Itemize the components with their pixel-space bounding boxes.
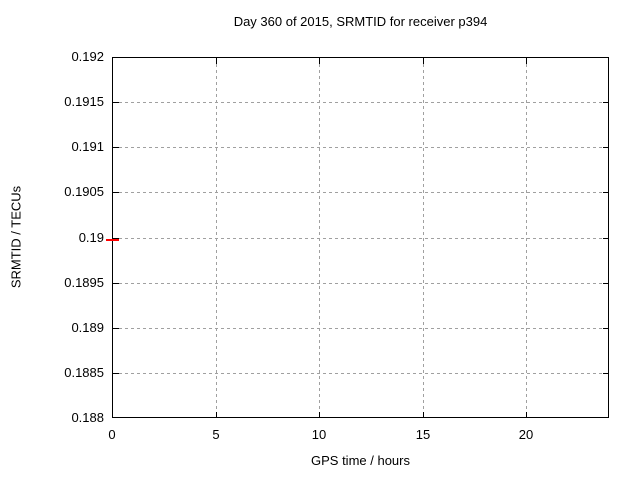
y-tick-left (113, 328, 119, 329)
y-tick-label: 0.1915 (64, 94, 104, 109)
x-grid-line (216, 58, 217, 417)
x-tick-label: 20 (518, 427, 534, 442)
y-tick-left (113, 373, 119, 374)
x-tick-top (319, 58, 320, 64)
x-tick-top (216, 58, 217, 64)
y-tick-right (603, 238, 609, 239)
y-tick-left (113, 192, 119, 193)
x-tick-top (423, 58, 424, 64)
x-tick-label: 10 (311, 427, 327, 442)
y-tick-left (113, 238, 119, 239)
y-tick-label: 0.1885 (64, 365, 104, 380)
y-tick-label: 0.1905 (64, 184, 104, 199)
x-tick-bottom (319, 412, 320, 418)
x-tick-label: 15 (415, 427, 431, 442)
y-tick-right (603, 283, 609, 284)
x-grid-line (423, 58, 424, 417)
x-tick-label: 5 (212, 427, 220, 442)
y-tick-label: 0.19 (78, 230, 104, 245)
y-grid-line (113, 283, 608, 284)
y-tick-right (603, 328, 609, 329)
y-tick-label: 0.191 (71, 139, 104, 154)
y-grid-line (113, 102, 608, 103)
y-tick-label: 0.188 (71, 410, 104, 425)
y-tick-left (113, 147, 119, 148)
x-tick-bottom (526, 412, 527, 418)
y-tick-right (603, 192, 609, 193)
y-grid-line (113, 238, 608, 239)
plot-area (112, 57, 609, 418)
y-grid-line (113, 328, 608, 329)
x-tick-label: 0 (108, 427, 116, 442)
x-tick-bottom (423, 412, 424, 418)
y-tick-right (603, 102, 609, 103)
x-grid-line (319, 58, 320, 417)
x-tick-top (526, 58, 527, 64)
y-tick-left (113, 102, 119, 103)
x-grid-line (526, 58, 527, 417)
chart-title: Day 360 of 2015, SRMTID for receiver p39… (233, 14, 488, 29)
y-tick-label: 0.1895 (64, 275, 104, 290)
y-grid-line (113, 192, 608, 193)
y-tick-label: 0.192 (71, 49, 104, 64)
data-point-marker (106, 239, 119, 241)
x-axis-label: GPS time / hours (311, 453, 410, 468)
y-tick-right (603, 147, 609, 148)
y-tick-right (603, 373, 609, 374)
x-tick-bottom (216, 412, 217, 418)
y-tick-left (113, 283, 119, 284)
y-grid-line (113, 147, 608, 148)
y-tick-label: 0.189 (71, 320, 104, 335)
y-grid-line (113, 373, 608, 374)
